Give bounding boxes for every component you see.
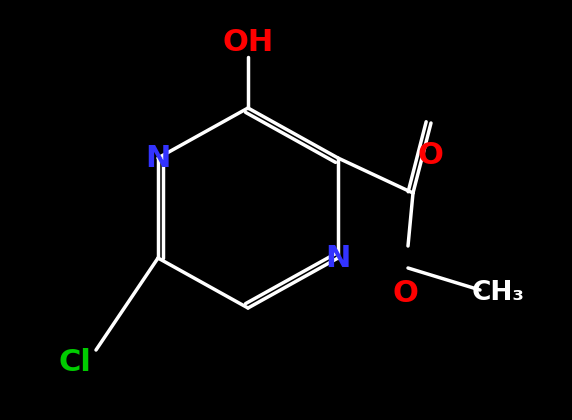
Text: OH: OH — [223, 27, 273, 57]
Text: O: O — [417, 141, 443, 170]
Text: N: N — [145, 144, 170, 173]
Text: O: O — [392, 278, 418, 307]
Text: Cl: Cl — [58, 347, 92, 376]
Text: CH₃: CH₃ — [471, 280, 525, 306]
Text: N: N — [325, 244, 351, 273]
